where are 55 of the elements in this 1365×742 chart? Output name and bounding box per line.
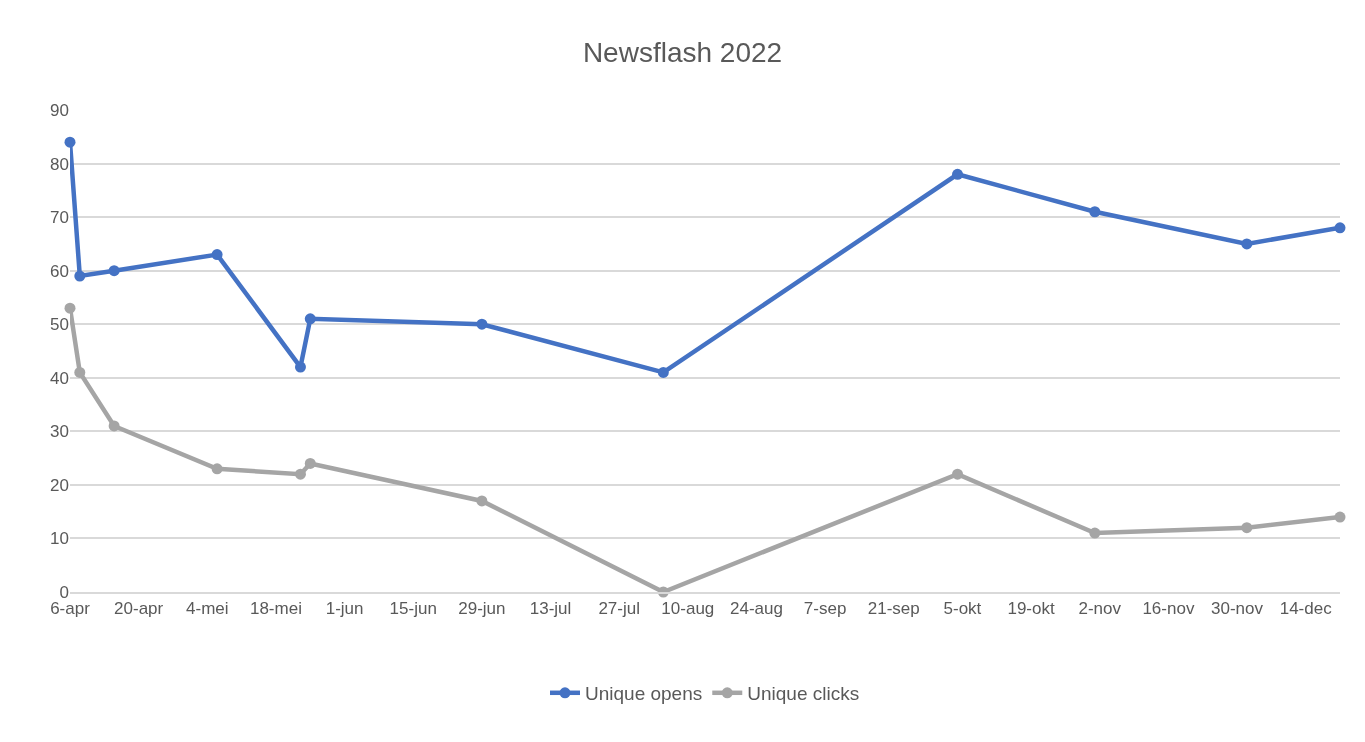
- x-tick-label: 10-aug: [661, 599, 715, 619]
- x-tick-label: 19-okt: [1007, 599, 1055, 619]
- point: [304, 457, 316, 469]
- x-tick-label: 5-okt: [943, 599, 982, 619]
- x-tick-label: 4-mei: [186, 599, 229, 619]
- point: [74, 366, 86, 378]
- x-tick-label: 2-nov: [1078, 599, 1122, 619]
- point: [211, 463, 223, 475]
- x-tick-label: 27-jul: [598, 599, 640, 619]
- y-tick-label: 30: [50, 422, 69, 442]
- y-tick-label: 70: [50, 208, 69, 228]
- point: [108, 265, 120, 277]
- x-tick-label: 30-nov: [1211, 599, 1264, 619]
- point: [952, 168, 964, 180]
- x-tick-label: 20-apr: [114, 599, 164, 619]
- point: [74, 270, 86, 282]
- point: [1334, 222, 1346, 234]
- point: [1334, 511, 1346, 523]
- point: [64, 136, 76, 148]
- point: [952, 468, 964, 480]
- y-tick-label: 10: [50, 529, 69, 549]
- point: [294, 361, 306, 373]
- x-tick-label: 7-sep: [803, 599, 847, 619]
- x-tick-label: 14-dec: [1279, 599, 1333, 619]
- point: [294, 468, 306, 480]
- x-tick-label: 6-apr: [50, 599, 91, 619]
- x-tick-label: 1-jun: [325, 599, 364, 619]
- x-tick-label: 29-jun: [458, 599, 506, 619]
- point: [657, 366, 669, 378]
- y-tick-label: 0: [59, 582, 69, 602]
- x-tick-label: 16-nov: [1142, 599, 1195, 619]
- legend-label: Unique clicks: [747, 683, 860, 705]
- x-tick-label: 18-mei: [249, 599, 302, 619]
- x-tick-label: 15-jun: [389, 599, 437, 619]
- point: [476, 318, 488, 330]
- x-tick-label: 13-jul: [529, 599, 572, 619]
- y-tick-label: 40: [50, 368, 69, 388]
- point: [1089, 206, 1101, 218]
- point: [476, 495, 488, 507]
- point: [108, 420, 120, 432]
- point: [211, 249, 223, 261]
- legend-label: Unique opens: [585, 683, 703, 705]
- y-tick-label: 90: [50, 100, 69, 120]
- y-tick-label: 20: [50, 475, 69, 495]
- point: [1089, 527, 1101, 539]
- point: [304, 313, 316, 325]
- point: [1241, 238, 1253, 250]
- y-tick-label: 80: [50, 154, 69, 174]
- point: [1241, 522, 1253, 534]
- chart-title: Newsflash 2022: [582, 36, 783, 68]
- y-tick-label: 60: [50, 261, 69, 281]
- x-tick-label: 24-aug: [730, 599, 783, 619]
- x-tick-label: 21-sep: [867, 599, 920, 619]
- y-tick-label: 50: [50, 315, 69, 335]
- point: [64, 302, 76, 314]
